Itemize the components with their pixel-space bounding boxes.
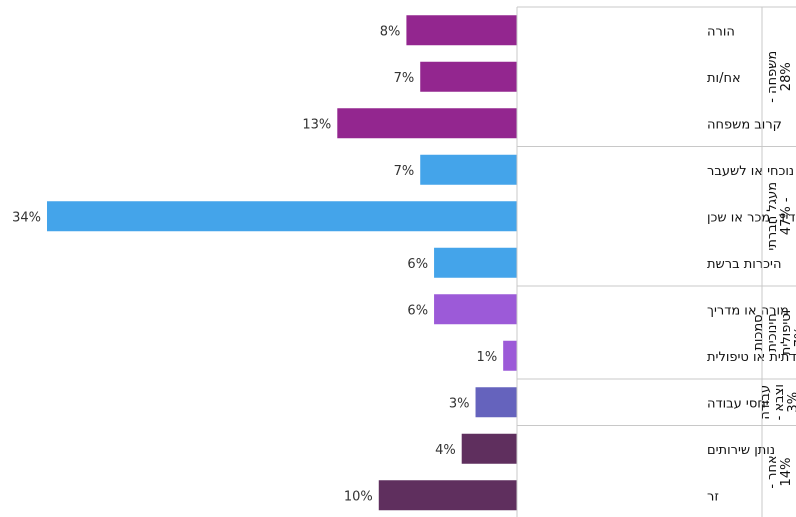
value-label-2: 7% [394, 71, 415, 86]
value-label-11: 10% [344, 489, 373, 504]
category-table: הורה אח/ות קרוב משפחה ב/בת זוג נוכחי או לשע… [516, 6, 796, 517]
group-label-line: וצבא - [772, 384, 787, 420]
category-label-1: הורה [707, 24, 735, 39]
group-label-1: משפחה -28% [765, 51, 794, 103]
group-label-line: - 47% [779, 197, 794, 235]
category-label-5: ידיד, מכר או שכן [707, 210, 796, 225]
group-label-line: סמכות [751, 314, 766, 350]
bar-7 [434, 294, 517, 325]
category-label-10: נותן שירותים [707, 443, 775, 458]
bar-3 [337, 108, 517, 139]
value-label-9: 3% [449, 396, 470, 411]
category-label-2: אח/ות [707, 71, 741, 86]
category-label-3: קרוב משפחה [707, 117, 782, 132]
category-label-11: זר [707, 489, 719, 504]
value-label-3: 13% [302, 117, 331, 132]
group-label-4: עבודהוצבא -3% [758, 384, 796, 420]
group-label-line: וטיפולית [779, 310, 794, 355]
group-label-5: אחר -14% [765, 455, 794, 488]
group-label-3: סמכותחינוכיתוטיפולית- 7% [751, 310, 796, 355]
value-label-4: 7% [394, 164, 415, 179]
value-label-8: 1% [477, 350, 498, 365]
bar-9 [475, 387, 517, 418]
bar-10 [461, 433, 517, 464]
value-label-1: 8% [380, 24, 401, 39]
bar-2 [420, 61, 517, 92]
bars-layer: 8% 7% 13% 7% 34% 6% 6% 1% 3% 4% 10% [12, 15, 517, 511]
bar-1 [406, 15, 517, 46]
category-label-4: ב/בת זוג נוכחי או לשעבר [707, 164, 796, 179]
group-label-line: 3% [786, 392, 796, 413]
group-label-line: 28% [779, 62, 794, 91]
bar-5 [47, 201, 517, 232]
group-label-line: 14% [779, 458, 794, 487]
group-label-line: עבודה [758, 385, 773, 420]
category-label-7: מורה או מדריך [707, 303, 789, 318]
group-label-line: משפחה - [765, 51, 780, 103]
value-label-5: 34% [12, 210, 41, 225]
group-label-2: מעגל חברתי- 47% [765, 182, 794, 251]
group-label-line: מעגל חברתי [765, 182, 780, 251]
value-label-10: 4% [435, 443, 456, 458]
bar-8 [503, 340, 517, 371]
group-label-line: אחר - [765, 455, 780, 488]
value-label-6: 6% [407, 257, 428, 272]
category-label-6: היכרות ברשת [707, 257, 781, 272]
category-label-8: סמכות דתית או טיפולית [707, 350, 796, 365]
group-label-line: - 7% [793, 317, 796, 347]
bar-4 [420, 154, 517, 185]
group-label-line: חינוכית [765, 313, 780, 351]
bar-6 [434, 247, 517, 278]
bar-11 [378, 480, 517, 511]
category-label-9: יחסי עבודה [707, 396, 769, 411]
value-label-7: 6% [407, 303, 428, 318]
